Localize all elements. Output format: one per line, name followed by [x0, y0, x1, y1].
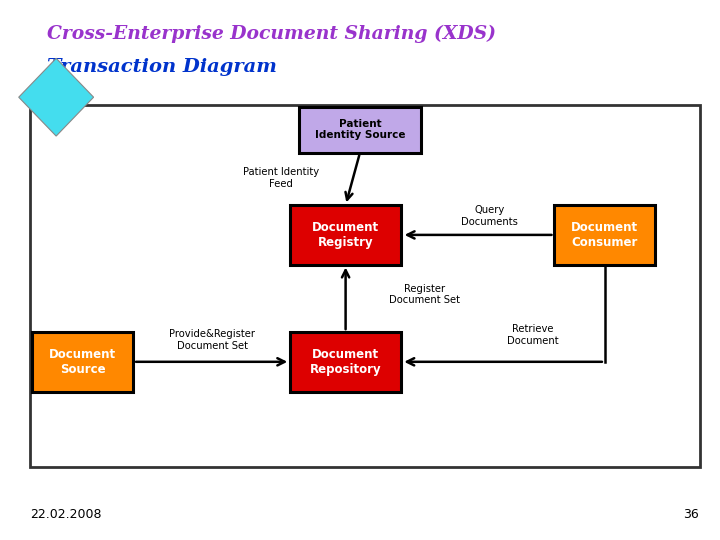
- FancyBboxPatch shape: [289, 205, 402, 265]
- Bar: [30, 105, 700, 467]
- Text: Provide&Register
Document Set: Provide&Register Document Set: [169, 329, 256, 351]
- Text: Document
Source: Document Source: [49, 348, 117, 376]
- Text: Cross-Enterprise Document Sharing (XDS): Cross-Enterprise Document Sharing (XDS): [47, 24, 496, 43]
- Text: Document
Registry: Document Registry: [312, 221, 379, 249]
- Text: Patient
Identity Source: Patient Identity Source: [315, 119, 405, 140]
- Text: Document
Consumer: Document Consumer: [571, 221, 639, 249]
- Text: 36: 36: [683, 508, 698, 521]
- Text: Document
Repository: Document Repository: [310, 348, 382, 376]
- FancyBboxPatch shape: [554, 205, 655, 265]
- Text: Patient Identity
Feed: Patient Identity Feed: [243, 167, 319, 189]
- Text: Query
Documents: Query Documents: [462, 205, 518, 227]
- Polygon shape: [19, 58, 94, 136]
- FancyBboxPatch shape: [299, 106, 421, 152]
- Text: Transaction Diagram: Transaction Diagram: [47, 58, 276, 76]
- FancyBboxPatch shape: [32, 332, 133, 392]
- FancyBboxPatch shape: [289, 332, 402, 392]
- Text: Retrieve
Document: Retrieve Document: [507, 324, 559, 346]
- Text: 22.02.2008: 22.02.2008: [30, 508, 102, 521]
- Text: Register
Document Set: Register Document Set: [389, 284, 460, 305]
